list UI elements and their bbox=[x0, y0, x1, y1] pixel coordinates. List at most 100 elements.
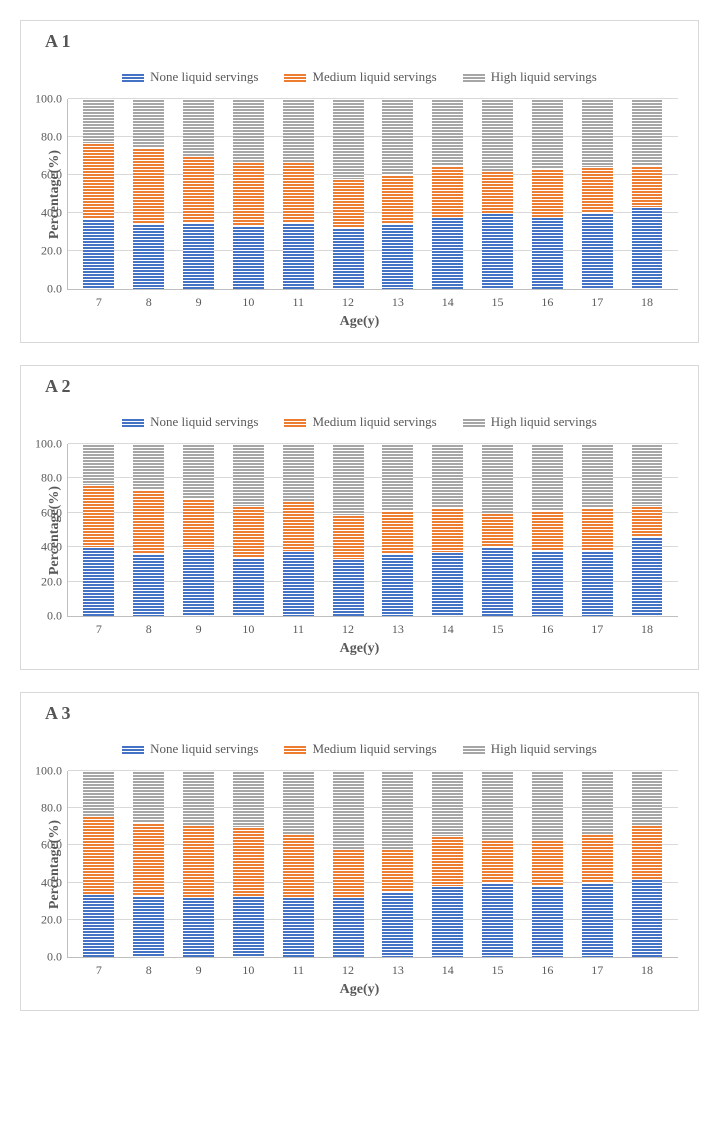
panel-A2: A 2None liquid servingsMedium liquid ser… bbox=[20, 365, 699, 670]
xtick-label: 12 bbox=[323, 957, 373, 978]
stacked-bar bbox=[632, 771, 663, 957]
panel-label: A 1 bbox=[45, 31, 71, 52]
stacked-bar bbox=[532, 444, 563, 616]
bar-slot: 9 bbox=[174, 99, 224, 289]
bar-segment-medium bbox=[283, 834, 314, 897]
ytick-label: 0.0 bbox=[47, 282, 68, 297]
bar-slot: 17 bbox=[572, 444, 622, 616]
bar-segment-none bbox=[382, 892, 413, 957]
bar-segment-medium bbox=[482, 171, 513, 213]
bar-slot: 13 bbox=[373, 444, 423, 616]
bar-segment-high bbox=[432, 444, 463, 508]
bar-segment-none bbox=[283, 897, 314, 957]
bar-slot: 15 bbox=[473, 444, 523, 616]
bar-segment-none bbox=[133, 896, 164, 957]
bar-segment-medium bbox=[632, 825, 663, 879]
stacked-bar bbox=[233, 771, 264, 957]
xtick-label: 9 bbox=[174, 957, 224, 978]
bar-segment-medium bbox=[133, 823, 164, 896]
bar-segment-none bbox=[532, 551, 563, 616]
xtick-label: 12 bbox=[323, 616, 373, 637]
stacked-bar bbox=[233, 99, 264, 289]
bar-segment-high bbox=[482, 771, 513, 840]
ytick-label: 20.0 bbox=[41, 912, 68, 927]
xtick-label: 18 bbox=[622, 957, 672, 978]
bar-slot: 14 bbox=[423, 99, 473, 289]
x-axis-label: Age(y) bbox=[41, 982, 678, 998]
bar-segment-medium bbox=[83, 143, 114, 219]
bars-container: 789101112131415161718 bbox=[68, 444, 678, 616]
xtick-label: 14 bbox=[423, 957, 473, 978]
bar-segment-none bbox=[283, 551, 314, 616]
xtick-label: 11 bbox=[273, 289, 323, 310]
bar-slot: 10 bbox=[223, 771, 273, 957]
bar-segment-medium bbox=[632, 166, 663, 208]
bar-segment-none bbox=[582, 213, 613, 289]
bar-slot: 16 bbox=[522, 771, 572, 957]
xtick-label: 13 bbox=[373, 289, 423, 310]
plot-region: 0.020.040.060.080.0100.07891011121314151… bbox=[67, 771, 678, 958]
bar-segment-high bbox=[432, 99, 463, 166]
legend-item-high: High liquid servings bbox=[463, 69, 597, 85]
bars-container: 789101112131415161718 bbox=[68, 99, 678, 289]
bar-segment-high bbox=[632, 444, 663, 506]
legend-label: Medium liquid servings bbox=[312, 414, 436, 430]
bar-segment-medium bbox=[233, 827, 264, 896]
bar-segment-none bbox=[183, 223, 214, 290]
xtick-label: 15 bbox=[473, 289, 523, 310]
stacked-bar bbox=[183, 771, 214, 957]
bar-segment-none bbox=[582, 883, 613, 957]
bar-segment-none bbox=[382, 554, 413, 616]
x-axis-label: Age(y) bbox=[41, 314, 678, 330]
stacked-bar bbox=[333, 444, 364, 616]
bar-segment-medium bbox=[432, 508, 463, 553]
bar-segment-high bbox=[382, 99, 413, 175]
legend-item-none: None liquid servings bbox=[122, 741, 258, 757]
bar-segment-high bbox=[83, 99, 114, 143]
bar-segment-high bbox=[532, 99, 563, 169]
stacked-bar bbox=[183, 99, 214, 289]
legend-item-medium: Medium liquid servings bbox=[284, 741, 436, 757]
bar-slot: 14 bbox=[423, 771, 473, 957]
xtick-label: 11 bbox=[273, 957, 323, 978]
bar-segment-none bbox=[83, 894, 114, 957]
bar-segment-medium bbox=[183, 156, 214, 223]
xtick-label: 9 bbox=[174, 289, 224, 310]
xtick-label: 8 bbox=[124, 616, 174, 637]
chart-figure: A 1 None liquid servings Medium liquid ser… bbox=[20, 20, 699, 1011]
bar-segment-high bbox=[233, 771, 264, 827]
ytick-label: 20.0 bbox=[41, 244, 68, 259]
stacked-bar bbox=[582, 771, 613, 957]
chart-area: Percentage(%)0.020.040.060.080.0100.0789… bbox=[47, 771, 678, 958]
bar-segment-medium bbox=[233, 162, 264, 227]
bar-segment-none bbox=[133, 224, 164, 289]
ytick-label: 60.0 bbox=[41, 838, 68, 853]
bar-segment-medium bbox=[432, 836, 463, 886]
bar-segment-none bbox=[333, 559, 364, 616]
legend-swatch-none bbox=[122, 73, 144, 82]
legend-item-none: None liquid servings bbox=[122, 414, 258, 430]
legend-swatch-high bbox=[463, 745, 485, 754]
y-axis-label: Percentage(%) bbox=[47, 820, 63, 909]
bar-segment-none bbox=[582, 551, 613, 616]
stacked-bar bbox=[183, 444, 214, 616]
bar-segment-high bbox=[333, 444, 364, 515]
xtick-label: 7 bbox=[74, 957, 124, 978]
bar-segment-medium bbox=[582, 508, 613, 551]
stacked-bar bbox=[233, 444, 264, 616]
bar-segment-high bbox=[83, 771, 114, 816]
ytick-label: 60.0 bbox=[41, 168, 68, 183]
stacked-bar bbox=[482, 771, 513, 957]
bar-slot: 18 bbox=[622, 444, 672, 616]
ytick-label: 100.0 bbox=[35, 764, 68, 779]
bar-segment-none bbox=[183, 897, 214, 957]
bar-segment-medium bbox=[532, 840, 563, 887]
legend-item-medium: Medium liquid servings bbox=[284, 69, 436, 85]
xtick-label: 8 bbox=[124, 957, 174, 978]
legend-label: Medium liquid servings bbox=[312, 741, 436, 757]
bar-segment-high bbox=[183, 99, 214, 156]
legend-swatch-medium bbox=[284, 418, 306, 427]
bar-segment-none bbox=[632, 879, 663, 957]
bar-segment-medium bbox=[233, 506, 264, 558]
bar-segment-medium bbox=[482, 513, 513, 547]
